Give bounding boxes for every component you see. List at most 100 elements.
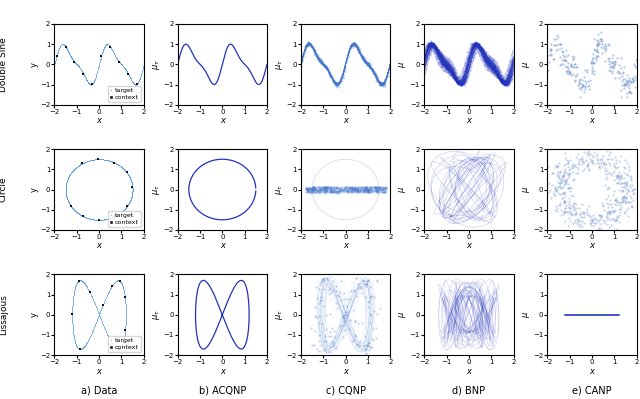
Point xyxy=(619,197,629,203)
Point xyxy=(138,65,148,72)
Point xyxy=(306,188,316,194)
Point xyxy=(343,53,353,59)
Point xyxy=(101,330,111,336)
Point xyxy=(379,80,389,87)
Point xyxy=(574,85,584,91)
Point xyxy=(74,162,84,168)
Point xyxy=(61,193,72,199)
Point xyxy=(88,327,98,334)
Point xyxy=(351,43,362,49)
Point xyxy=(97,49,108,55)
Point xyxy=(74,211,84,217)
Point xyxy=(379,81,389,88)
Point xyxy=(60,186,70,193)
Point xyxy=(103,41,113,48)
Point xyxy=(591,42,602,48)
Point xyxy=(559,190,570,196)
Point xyxy=(60,42,70,49)
Point xyxy=(623,83,633,90)
Point xyxy=(339,186,349,192)
Point xyxy=(339,67,349,73)
Point xyxy=(564,198,574,204)
Point xyxy=(358,185,369,192)
Point xyxy=(602,221,612,227)
Point xyxy=(67,305,77,312)
Point xyxy=(566,63,576,69)
Point xyxy=(92,316,102,322)
Point xyxy=(114,346,124,352)
Point xyxy=(74,63,84,70)
Point xyxy=(312,294,323,301)
Point xyxy=(119,333,129,339)
Point xyxy=(375,186,385,192)
Point xyxy=(306,189,316,195)
Point xyxy=(61,194,72,200)
Point xyxy=(61,189,71,196)
Point xyxy=(558,173,568,180)
Point xyxy=(63,49,74,55)
Point xyxy=(51,53,61,60)
Point xyxy=(67,306,77,312)
Point xyxy=(564,69,575,76)
Point xyxy=(77,69,88,75)
Point xyxy=(90,74,100,80)
Point xyxy=(596,213,606,220)
Point xyxy=(106,158,116,164)
Point xyxy=(605,216,616,223)
Point xyxy=(89,216,99,223)
Point xyxy=(549,36,559,42)
Point xyxy=(72,344,83,351)
Point xyxy=(127,190,138,196)
Point xyxy=(119,166,129,172)
Point xyxy=(582,162,593,168)
Point xyxy=(623,205,634,211)
Point xyxy=(353,281,364,287)
Point xyxy=(360,185,371,192)
Point xyxy=(102,293,112,299)
Point xyxy=(125,176,136,183)
Point xyxy=(321,63,332,69)
Point xyxy=(350,185,360,192)
Point xyxy=(298,54,308,61)
X-axis label: x: x xyxy=(467,367,472,376)
Point xyxy=(116,61,127,68)
Point xyxy=(108,342,118,349)
Point xyxy=(556,44,566,51)
Point xyxy=(70,285,80,292)
Point xyxy=(314,57,324,64)
Point xyxy=(556,40,566,47)
Point xyxy=(61,184,71,191)
Point xyxy=(67,322,77,329)
Point xyxy=(321,184,332,190)
Point xyxy=(99,46,109,52)
Point xyxy=(71,60,81,67)
Point xyxy=(115,210,125,217)
Point xyxy=(352,185,362,191)
Point xyxy=(310,47,321,53)
Point xyxy=(563,66,573,72)
Point xyxy=(85,290,95,297)
Point xyxy=(105,43,115,50)
Y-axis label: y: y xyxy=(29,187,38,192)
Point xyxy=(602,204,612,210)
Point xyxy=(351,186,362,192)
Point xyxy=(598,159,609,166)
X-axis label: x: x xyxy=(220,367,225,376)
Point xyxy=(620,81,630,87)
Point xyxy=(335,187,345,193)
Point xyxy=(328,340,338,346)
Point xyxy=(370,71,380,77)
Point xyxy=(371,71,381,77)
Point xyxy=(554,41,564,47)
Point xyxy=(573,160,583,166)
Point xyxy=(79,279,89,286)
Point xyxy=(93,156,104,162)
Point xyxy=(604,61,614,67)
Point xyxy=(65,52,76,59)
Point xyxy=(79,213,90,220)
Point xyxy=(116,61,126,67)
Point xyxy=(577,208,587,215)
Point xyxy=(61,192,71,199)
Point xyxy=(64,50,74,57)
Point xyxy=(320,187,330,193)
